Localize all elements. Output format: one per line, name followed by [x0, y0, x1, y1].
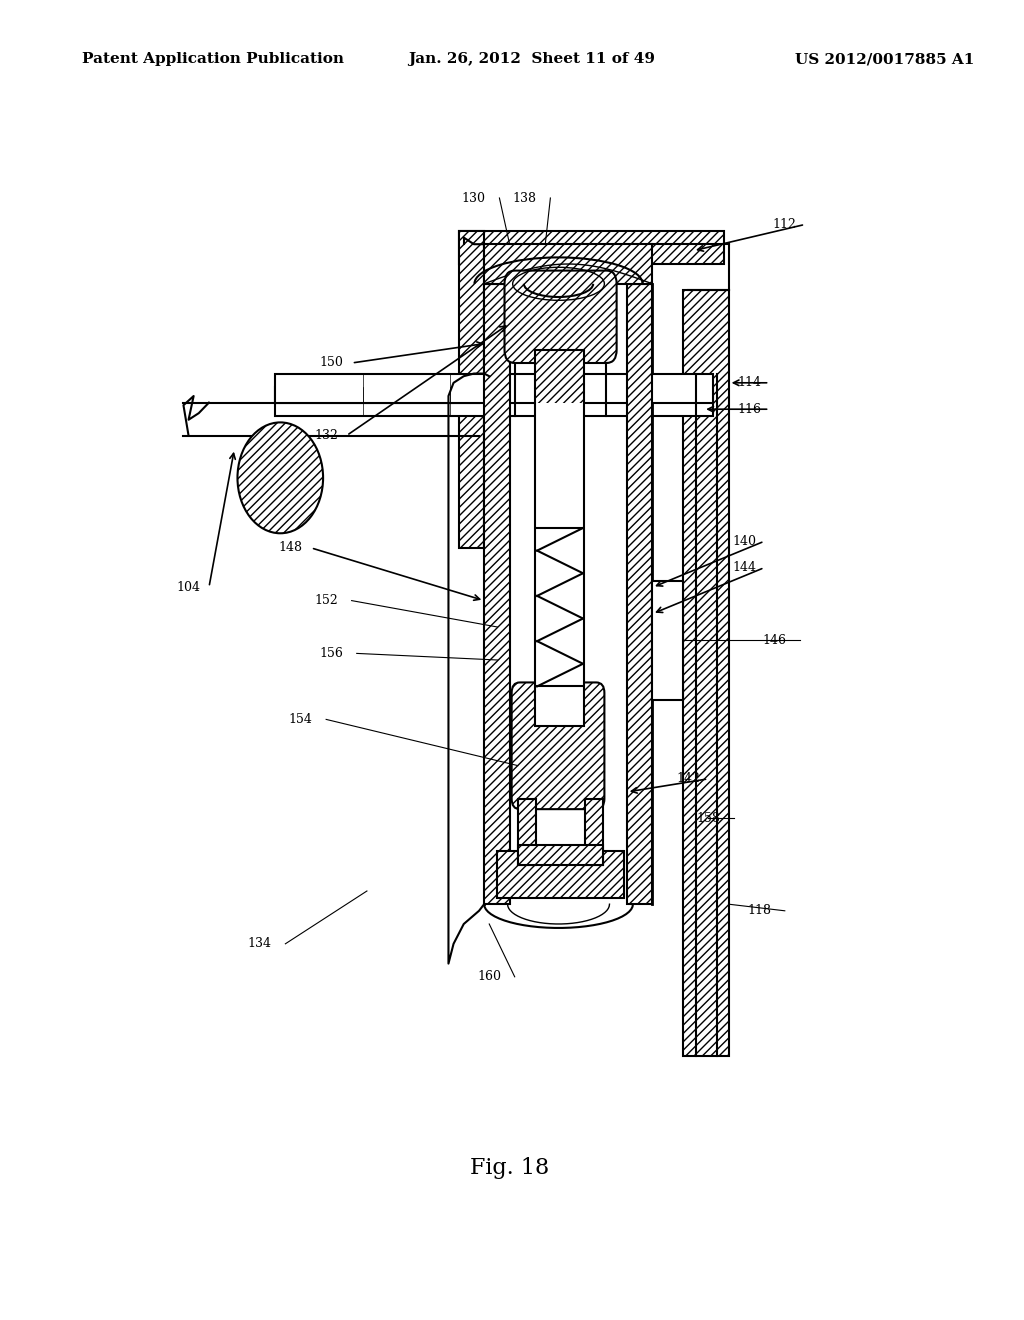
Bar: [459, 231, 484, 548]
FancyBboxPatch shape: [683, 290, 729, 1056]
Text: 144: 144: [732, 561, 756, 574]
Text: 148: 148: [279, 541, 302, 554]
Bar: [498, 851, 624, 898]
Text: Jan. 26, 2012  Sheet 11 of 49: Jan. 26, 2012 Sheet 11 of 49: [408, 53, 654, 66]
Circle shape: [238, 422, 324, 533]
Bar: [484, 244, 652, 284]
Bar: [459, 231, 724, 264]
Bar: [498, 851, 624, 898]
Text: 152: 152: [314, 594, 338, 607]
Bar: [518, 799, 537, 865]
Bar: [484, 244, 652, 284]
Text: 160: 160: [477, 970, 501, 983]
Text: 130: 130: [462, 191, 486, 205]
Bar: [536, 350, 584, 726]
Text: 146: 146: [763, 634, 786, 647]
Bar: [484, 284, 510, 904]
Text: 140: 140: [732, 535, 756, 548]
Bar: [627, 284, 652, 904]
Text: 138: 138: [513, 191, 537, 205]
Text: Fig. 18: Fig. 18: [470, 1158, 549, 1179]
Text: Patent Application Publication: Patent Application Publication: [82, 53, 343, 66]
Text: 156: 156: [319, 647, 343, 660]
Text: 116: 116: [737, 403, 761, 416]
Bar: [459, 231, 724, 264]
Text: 114: 114: [737, 376, 761, 389]
Text: 150: 150: [319, 356, 343, 370]
Text: 158: 158: [696, 812, 720, 825]
Text: 112: 112: [773, 218, 797, 231]
Text: US 2012/0017885 A1: US 2012/0017885 A1: [795, 53, 975, 66]
Bar: [275, 374, 714, 403]
Text: 134: 134: [248, 937, 272, 950]
Text: 104: 104: [176, 581, 201, 594]
Bar: [484, 284, 510, 904]
Bar: [585, 799, 603, 865]
Text: 118: 118: [748, 904, 771, 917]
Bar: [536, 350, 584, 403]
Bar: [518, 845, 603, 865]
FancyBboxPatch shape: [505, 271, 616, 363]
Text: 142: 142: [676, 772, 700, 785]
Bar: [459, 231, 484, 548]
Bar: [627, 284, 652, 904]
Bar: [518, 845, 603, 865]
Bar: [652, 581, 683, 700]
Bar: [585, 799, 603, 865]
Bar: [518, 799, 537, 865]
FancyBboxPatch shape: [512, 682, 604, 809]
Bar: [275, 387, 714, 416]
Text: 132: 132: [314, 429, 338, 442]
Text: 154: 154: [289, 713, 312, 726]
